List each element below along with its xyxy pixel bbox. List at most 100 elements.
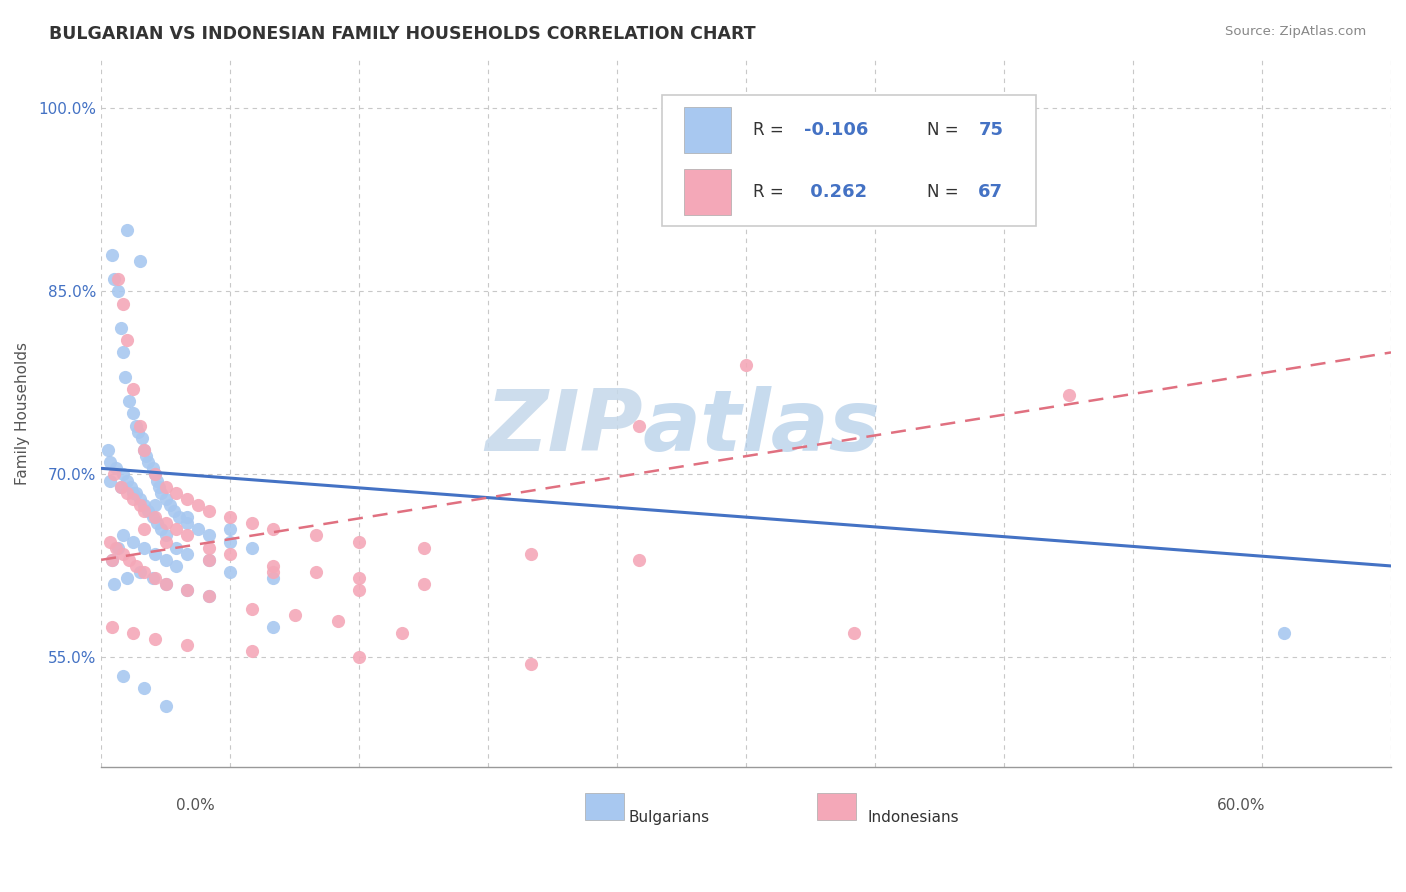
Text: 67: 67	[979, 183, 1004, 201]
Y-axis label: Family Households: Family Households	[15, 342, 30, 485]
Point	[143, 571, 166, 585]
Point	[197, 528, 219, 542]
Point	[155, 534, 177, 549]
Point	[138, 504, 160, 518]
Point	[176, 638, 198, 652]
Point	[219, 522, 242, 536]
Point	[240, 601, 263, 615]
Point	[118, 553, 141, 567]
Point	[111, 547, 134, 561]
Point	[101, 553, 124, 567]
Point	[142, 571, 165, 585]
Point	[347, 583, 370, 598]
Point	[142, 461, 165, 475]
Point	[128, 418, 150, 433]
Point	[176, 583, 198, 598]
Point	[143, 510, 166, 524]
Point	[148, 480, 170, 494]
Point	[124, 485, 146, 500]
Text: atlas: atlas	[643, 386, 882, 469]
Point	[143, 547, 166, 561]
Point	[135, 449, 157, 463]
Point	[107, 285, 129, 299]
Point	[219, 547, 242, 561]
Point	[128, 491, 150, 506]
Point	[520, 657, 543, 671]
Point	[134, 443, 156, 458]
Point	[165, 485, 187, 500]
Point	[412, 577, 434, 591]
Point	[155, 516, 177, 531]
Text: 60.0%: 60.0%	[1218, 798, 1265, 814]
Point	[105, 541, 128, 555]
Point	[520, 547, 543, 561]
Point	[391, 626, 413, 640]
Point	[165, 522, 187, 536]
Text: Indonesians: Indonesians	[868, 810, 959, 825]
Point	[735, 358, 758, 372]
Point	[197, 590, 219, 604]
Point	[262, 571, 284, 585]
Point	[111, 528, 134, 542]
Point	[150, 485, 173, 500]
Point	[842, 626, 865, 640]
Point	[143, 467, 166, 482]
Point	[155, 480, 177, 494]
Point	[103, 272, 125, 286]
Point	[134, 681, 156, 695]
Point	[163, 504, 186, 518]
Point	[347, 650, 370, 665]
Point	[122, 485, 145, 500]
Point	[305, 528, 328, 542]
Point	[134, 443, 156, 458]
Point	[240, 541, 263, 555]
Point	[197, 590, 219, 604]
Point	[155, 553, 177, 567]
Point	[176, 583, 198, 598]
Text: 75: 75	[979, 120, 1004, 138]
Text: R =: R =	[752, 120, 789, 138]
Point	[155, 528, 177, 542]
Point	[197, 553, 219, 567]
Point	[114, 369, 136, 384]
Point	[138, 455, 160, 469]
Point	[111, 296, 134, 310]
Point	[101, 553, 124, 567]
Point	[111, 669, 134, 683]
Point	[143, 632, 166, 647]
Point	[115, 474, 138, 488]
Text: R =: R =	[752, 183, 789, 201]
Text: BULGARIAN VS INDONESIAN FAMILY HOUSEHOLDS CORRELATION CHART: BULGARIAN VS INDONESIAN FAMILY HOUSEHOLD…	[49, 25, 756, 43]
Point	[167, 510, 190, 524]
Point	[122, 491, 145, 506]
Point	[1057, 388, 1080, 402]
Point	[128, 254, 150, 268]
Point	[143, 498, 166, 512]
Text: 0.0%: 0.0%	[176, 798, 215, 814]
Point	[146, 516, 169, 531]
Text: N =: N =	[927, 183, 963, 201]
FancyBboxPatch shape	[585, 794, 624, 821]
Point	[120, 480, 142, 494]
Point	[101, 248, 124, 262]
Point	[97, 443, 120, 458]
Point	[176, 547, 198, 561]
Point	[111, 467, 134, 482]
Point	[176, 528, 198, 542]
Point	[134, 522, 156, 536]
FancyBboxPatch shape	[685, 169, 731, 215]
Point	[128, 498, 150, 512]
Point	[150, 522, 173, 536]
Point	[146, 474, 169, 488]
Point	[240, 644, 263, 658]
Point	[159, 498, 181, 512]
Point	[101, 620, 124, 634]
FancyBboxPatch shape	[685, 107, 731, 153]
Point	[219, 565, 242, 579]
Point	[134, 504, 156, 518]
Point	[1272, 626, 1295, 640]
Point	[219, 534, 242, 549]
Point	[110, 321, 132, 335]
Point	[103, 577, 125, 591]
Point	[118, 394, 141, 409]
